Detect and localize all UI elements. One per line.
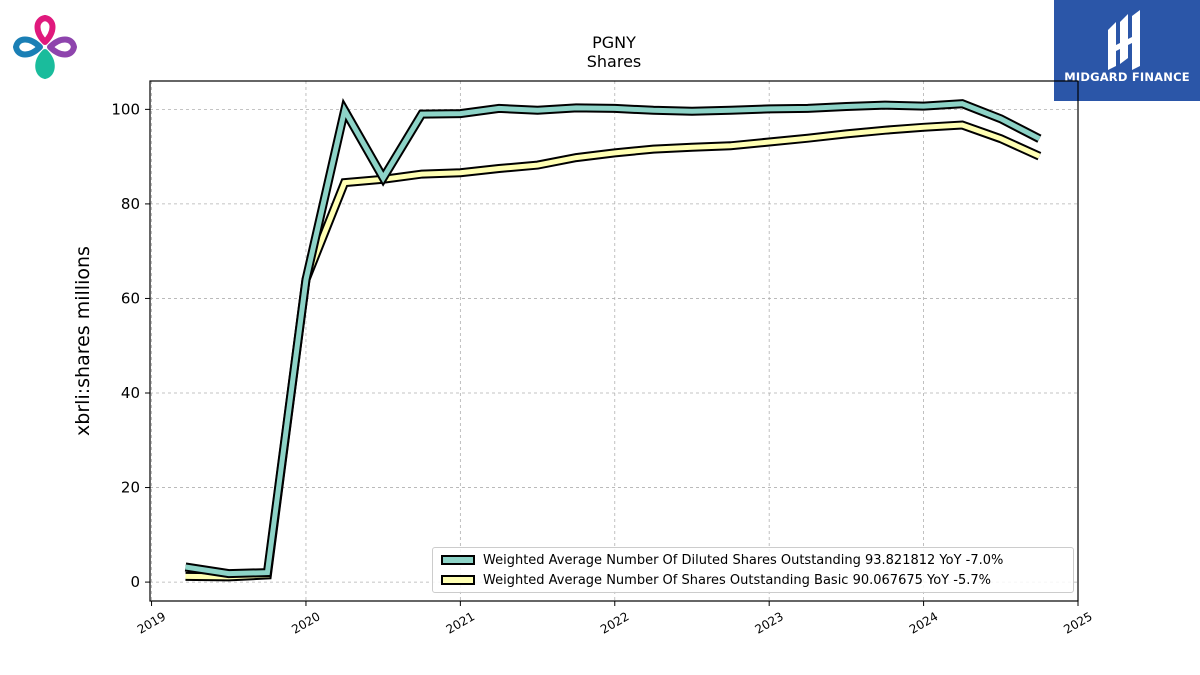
y-tick-label: 20	[121, 479, 140, 497]
legend-swatch-diluted	[441, 555, 475, 565]
x-tick-label: 2022	[598, 609, 631, 636]
series-line-basic	[185, 122, 1041, 580]
y-tick-label: 100	[111, 100, 140, 118]
clover-logo-icon	[13, 15, 77, 79]
midgard-logo-icon	[1108, 10, 1140, 70]
chart-subtitle: Shares	[587, 52, 642, 71]
series-lines	[184, 98, 1042, 582]
x-tick-label: 2019	[135, 609, 168, 636]
legend-label-diluted: Weighted Average Number Of Diluted Share…	[483, 552, 1004, 568]
y-axis-label: xbrli:shares millions	[72, 246, 94, 436]
legend-item-basic: Weighted Average Number Of Shares Outsta…	[441, 571, 991, 589]
logo-petal-top-icon	[34, 15, 56, 45]
plot-frame	[149, 80, 1079, 602]
series-outline-diluted	[184, 98, 1042, 579]
logo-petal-right-icon	[47, 36, 77, 58]
x-tick-label: 2023	[752, 609, 785, 636]
y-tick-label: 60	[121, 289, 140, 307]
series-outline-basic	[185, 120, 1042, 582]
y-tick-label: 0	[130, 573, 140, 591]
chart-title: PGNY	[592, 33, 636, 52]
series-line-diluted	[185, 101, 1041, 577]
y-tick-label: 80	[121, 195, 140, 213]
y-tick-label: 40	[121, 384, 140, 402]
brand-name: MIDGARD FINANCE	[1064, 70, 1190, 84]
logo-petal-bottom-icon	[35, 49, 55, 79]
x-tick-label: 2025	[1061, 609, 1094, 636]
legend-label-basic: Weighted Average Number Of Shares Outsta…	[483, 572, 991, 588]
legend-swatch-basic	[441, 575, 475, 585]
logo-petal-left-icon	[13, 36, 43, 58]
grid-lines	[150, 81, 1079, 601]
chart-legend: Weighted Average Number Of Diluted Share…	[432, 547, 1074, 593]
x-tick-label: 2020	[289, 609, 322, 636]
legend-item-diluted: Weighted Average Number Of Diluted Share…	[441, 551, 1003, 569]
x-tick-label: 2021	[444, 609, 477, 636]
x-tick-label: 2024	[907, 609, 940, 636]
